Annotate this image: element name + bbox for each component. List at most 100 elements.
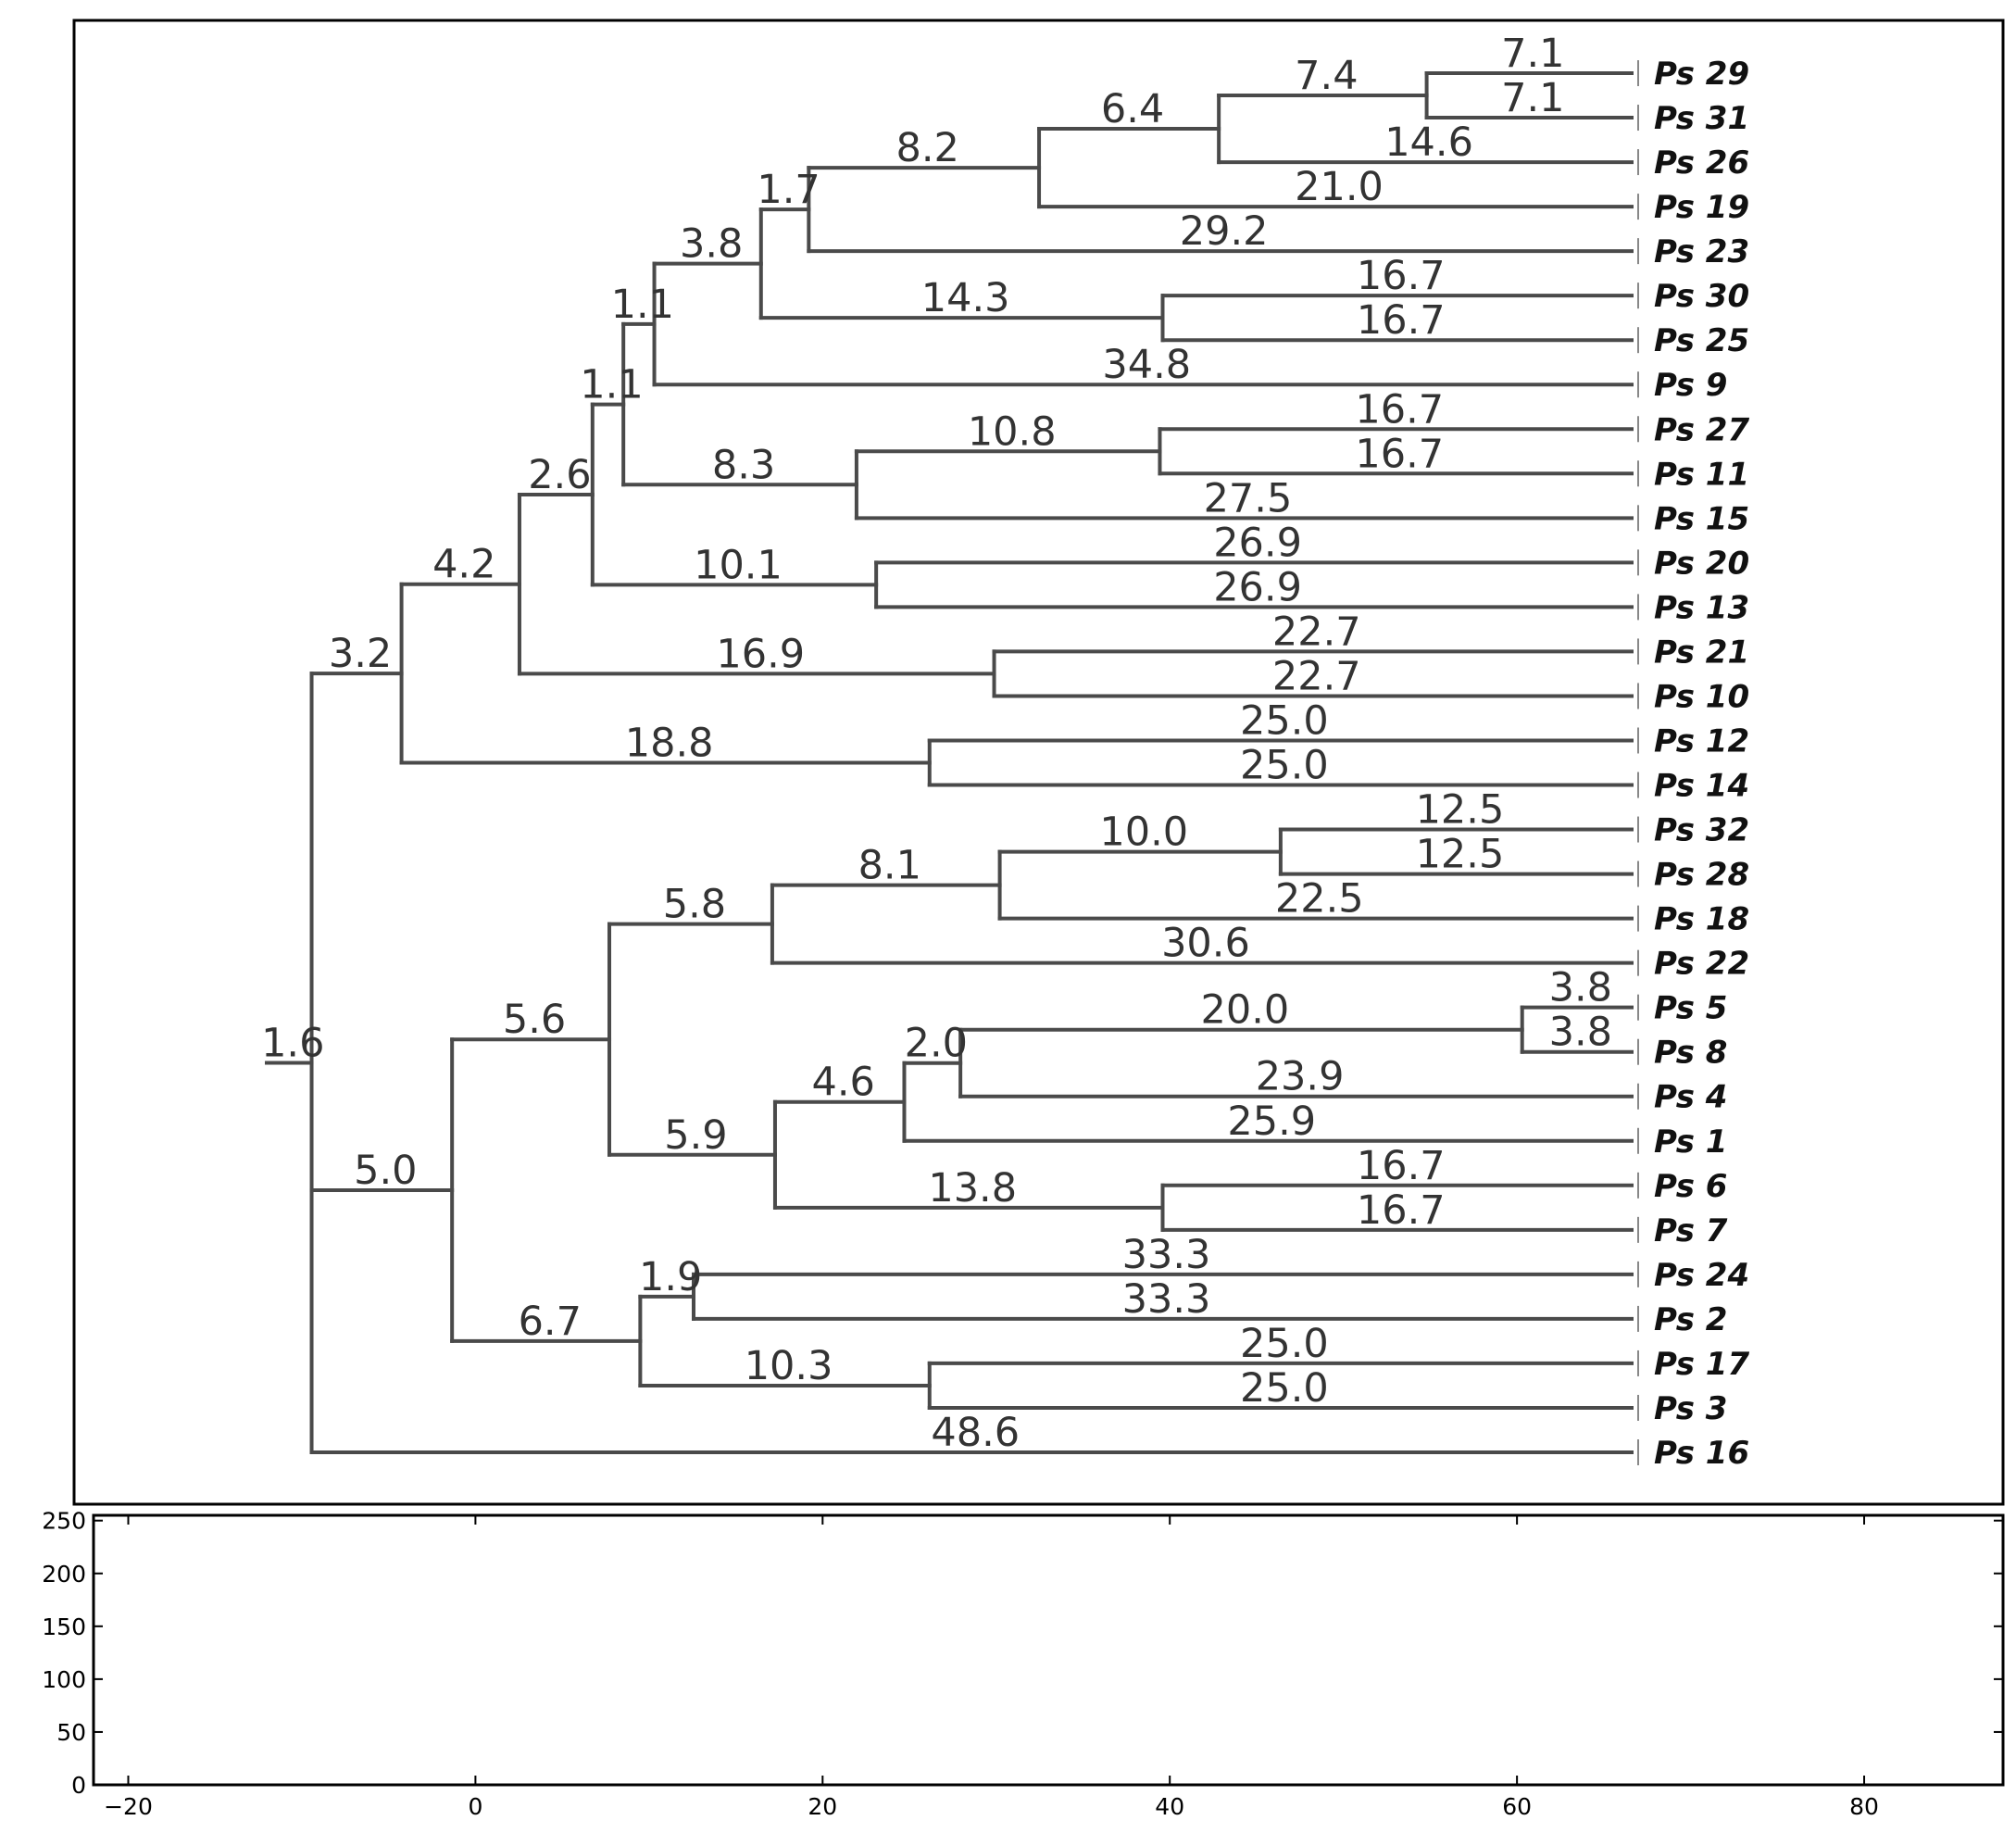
leaf-label: Ps 4 — [1654, 1079, 1727, 1116]
branch-length-label: 4.2 — [432, 542, 495, 588]
branch-length-label: 5.0 — [354, 1148, 417, 1194]
y-tick-label: 0 — [71, 1772, 86, 1799]
branch-length-label: 5.6 — [503, 997, 566, 1043]
leaf-label: Ps 8 — [1654, 1035, 1727, 1072]
branch-length-label: 18.8 — [625, 721, 714, 767]
y-tick-label: 250 — [42, 1508, 86, 1535]
branch-length-label: 25.0 — [1240, 1321, 1329, 1367]
branch-length-label: 27.5 — [1204, 475, 1293, 521]
leaf-label: Ps 18 — [1654, 901, 1749, 938]
leaf-label: Ps 9 — [1654, 367, 1727, 404]
branch-length-label: 3.2 — [329, 631, 392, 677]
branch-length-label: 2.6 — [528, 452, 591, 498]
branch-length-label: 25.0 — [1240, 1365, 1329, 1412]
leaf-label: Ps 6 — [1654, 1168, 1727, 1205]
branch-length-label: 16.7 — [1355, 386, 1444, 433]
leaf-label: Ps 30 — [1654, 278, 1749, 315]
branch-length-label: 8.3 — [712, 442, 775, 488]
x-tick-label: −20 — [104, 1793, 153, 1820]
branch-length-label: 14.3 — [921, 275, 1010, 321]
y-tick-label: 200 — [42, 1561, 86, 1588]
branch-length-label: 22.5 — [1275, 876, 1364, 923]
dendrogram-chart: 7.17.17.414.66.421.08.229.21.716.716.714… — [261, 31, 1749, 1472]
branch-length-label: 16.7 — [1355, 431, 1444, 477]
y-tick-label: 150 — [42, 1613, 86, 1640]
x-tick-label: 60 — [1502, 1793, 1532, 1820]
branch-length-label: 26.9 — [1213, 564, 1302, 610]
leaf-label: Ps 20 — [1654, 545, 1749, 582]
y-tick-label: 100 — [42, 1666, 86, 1693]
branch-length-label: 5.9 — [664, 1112, 727, 1159]
branch-length-label: 25.9 — [1227, 1099, 1316, 1145]
leaf-label: Ps 29 — [1654, 56, 1749, 93]
branch-length-label: 12.5 — [1416, 832, 1505, 878]
branch-length-label: 16.7 — [1357, 1187, 1446, 1234]
branch-length-label: 22.7 — [1272, 653, 1361, 699]
leaf-label: Ps 17 — [1654, 1346, 1749, 1383]
leaf-label: Ps 3 — [1654, 1390, 1727, 1427]
leaf-label: Ps 32 — [1654, 812, 1749, 849]
branch-length-label: 1.1 — [611, 282, 674, 328]
branch-length-label: 30.6 — [1161, 921, 1250, 967]
branch-length-label: 7.4 — [1295, 53, 1358, 99]
leaf-label: Ps 28 — [1654, 857, 1749, 894]
branch-length-label: 14.6 — [1384, 119, 1473, 166]
y-tick-label: 50 — [56, 1719, 86, 1746]
leaf-label: Ps 14 — [1654, 768, 1749, 805]
branch-length-label: 13.8 — [928, 1165, 1017, 1212]
branch-length-label: 1.1 — [580, 362, 643, 408]
x-tick-label: 80 — [1849, 1793, 1879, 1820]
branch-length-label: 1.9 — [639, 1254, 702, 1300]
leaf-label: Ps 11 — [1654, 456, 1749, 493]
branch-length-label: 26.9 — [1213, 520, 1302, 566]
leaf-label: Ps 19 — [1654, 189, 1749, 226]
branch-length-label: 2.0 — [905, 1021, 968, 1067]
leaf-label: Ps 15 — [1654, 500, 1749, 537]
branch-length-label: 25.0 — [1240, 697, 1329, 744]
leaf-label: Ps 5 — [1654, 990, 1727, 1027]
leaf-label: Ps 26 — [1654, 144, 1749, 182]
branch-length-label: 3.8 — [1549, 1010, 1612, 1056]
leaf-label: Ps 16 — [1654, 1435, 1749, 1472]
leaf-label: Ps 25 — [1654, 322, 1749, 359]
branch-length-label: 20.0 — [1201, 987, 1290, 1034]
branch-length-label: 10.8 — [968, 408, 1057, 455]
leaf-label: Ps 13 — [1654, 589, 1749, 626]
branch-length-label: 12.5 — [1416, 787, 1505, 834]
branch-length-label: 23.9 — [1256, 1054, 1345, 1100]
branch-length-label: 6.4 — [1101, 86, 1164, 132]
histogram-panel-frame — [92, 1513, 2005, 1787]
branch-length-label: 33.3 — [1122, 1276, 1211, 1323]
branch-length-label: 33.3 — [1122, 1232, 1211, 1278]
leaf-label: Ps 27 — [1654, 411, 1749, 448]
branch-length-label: 25.0 — [1240, 743, 1329, 789]
branch-length-label: 3.8 — [680, 221, 743, 268]
branch-length-label: 16.9 — [716, 631, 805, 677]
x-tick-label: 40 — [1155, 1793, 1184, 1820]
leaf-label: Ps 10 — [1654, 678, 1749, 715]
branch-length-label: 8.2 — [896, 125, 959, 171]
leaf-label: Ps 23 — [1654, 233, 1749, 270]
branch-length-label: 22.7 — [1272, 609, 1361, 655]
branch-length-label: 7.1 — [1501, 31, 1564, 77]
branch-length-label: 7.1 — [1501, 75, 1564, 121]
branch-length-label: 1.7 — [757, 167, 820, 213]
x-tick-label: 0 — [468, 1793, 482, 1820]
leaf-label: Ps 7 — [1654, 1212, 1728, 1249]
branch-length-label: 1.6 — [261, 1021, 324, 1067]
branch-length-label: 16.7 — [1357, 297, 1446, 344]
branch-length-label: 34.8 — [1102, 342, 1191, 388]
branch-length-label: 10.1 — [694, 542, 783, 588]
leaf-label: Ps 31 — [1654, 100, 1749, 137]
leaf-label: Ps 22 — [1654, 946, 1749, 983]
histogram-chart: −20 0 20 40 60 80 0 50 100 150 200 250 — [42, 1508, 2003, 1820]
branch-length-label: 10.0 — [1099, 810, 1188, 856]
branch-length-label: 29.2 — [1180, 208, 1269, 255]
dendrogram-panel-frame — [72, 19, 2005, 1506]
branch-length-label: 3.8 — [1549, 965, 1612, 1011]
branch-length-label: 6.7 — [519, 1299, 582, 1345]
branch-length-label: 5.8 — [663, 882, 726, 928]
leaf-label: Ps 1 — [1654, 1124, 1727, 1161]
